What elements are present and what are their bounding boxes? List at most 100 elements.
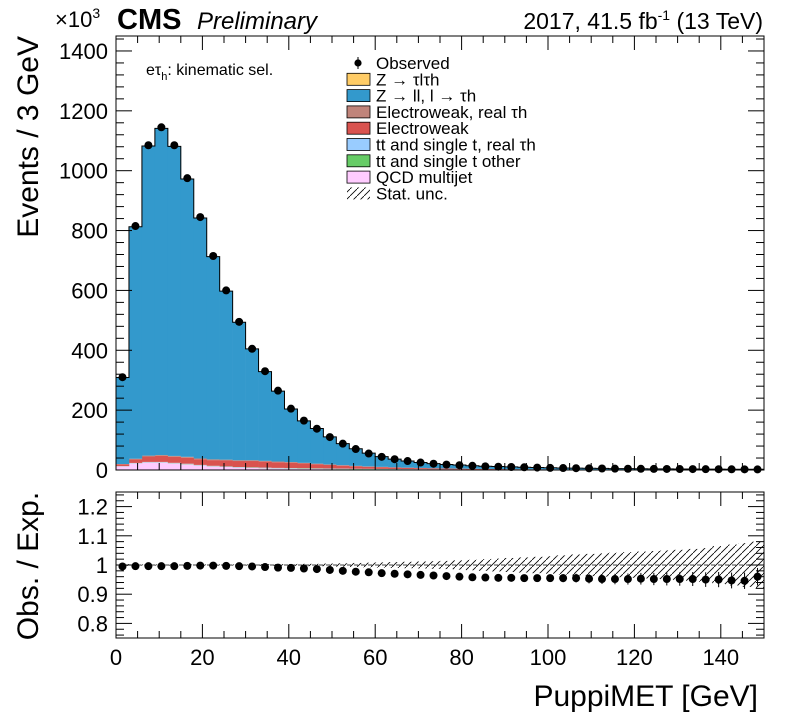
- stack-bar: [297, 462, 311, 464]
- stack-bar: [141, 462, 156, 470]
- stack-bar: [232, 467, 246, 470]
- observed-point: [118, 373, 127, 382]
- ratio-point: [740, 576, 749, 585]
- legend-label: Z → ll, l → τh: [376, 87, 476, 106]
- ratio-y-tick-label: 1: [96, 553, 108, 578]
- ratio-x-axis: 0 20 40 60 80 100 120 140: [110, 492, 765, 670]
- stack-bar: [180, 464, 195, 470]
- stack-bar: [427, 468, 441, 470]
- ratio-point: [312, 565, 321, 574]
- legend-swatch: [346, 105, 371, 119]
- stack-bar: [154, 128, 169, 456]
- stack-bar: [128, 463, 143, 470]
- ratio-point: [701, 575, 710, 584]
- observed-points: [118, 123, 762, 474]
- ratio-point: [429, 571, 438, 580]
- y-tick-label: 1400: [59, 39, 108, 64]
- ratio-points: [118, 561, 762, 589]
- stat-unc-band: [725, 544, 739, 586]
- stack-bar: [284, 409, 298, 463]
- stack-bar: [297, 463, 311, 469]
- observed-point: [235, 317, 244, 326]
- stat-unc-band: [388, 562, 402, 568]
- main-y-label: Events / 3 GeV: [12, 36, 45, 238]
- x-tick-label: 20: [190, 645, 214, 670]
- stack-bar: [362, 453, 376, 467]
- observed-point: [274, 386, 282, 395]
- observed-point: [546, 463, 555, 472]
- ratio-panel: 0.8 0.9 1 1.1 1.2 0 20 40 60 80 100 120 140 Obs. / …: [12, 491, 765, 713]
- stat-unc-band: [401, 561, 415, 569]
- stack-bar: [141, 456, 156, 462]
- ratio-point: [209, 561, 218, 570]
- observed-point: [170, 141, 179, 150]
- legend-label: QCD multijet: [376, 168, 473, 187]
- main-x-ticks: [115, 36, 765, 470]
- observed-point: [144, 141, 153, 150]
- x-tick-label: 100: [530, 645, 567, 670]
- observed-point: [675, 465, 684, 474]
- stack-bar: [388, 459, 402, 468]
- observed-point: [312, 424, 321, 433]
- legend-swatch: [346, 154, 371, 168]
- ratio-point: [468, 573, 477, 582]
- ratio-point: [675, 575, 684, 584]
- observed-point: [261, 367, 270, 376]
- stack-bar: [271, 462, 285, 468]
- observed-point: [364, 449, 373, 458]
- observed-point: [196, 213, 205, 222]
- observed-point: [429, 459, 438, 468]
- y-tick-label: 800: [71, 219, 108, 244]
- stack-bar: [388, 467, 402, 470]
- legend-label: Stat. unc.: [376, 184, 448, 203]
- observed-point: [688, 465, 697, 474]
- ratio-point: [377, 569, 386, 578]
- stat-unc-band: [491, 558, 505, 572]
- x-tick-label: 0: [110, 645, 122, 670]
- observed-point: [157, 123, 166, 132]
- stack-bar: [349, 466, 363, 469]
- ratio-y-tick-label: 0.8: [77, 611, 108, 636]
- observed-point: [338, 439, 347, 448]
- ratio-point: [183, 561, 192, 570]
- observed-point: [572, 464, 581, 473]
- stack-bar: [193, 459, 208, 465]
- x-tick-label: 80: [449, 645, 473, 670]
- observed-point: [468, 461, 477, 470]
- legend-swatch: [346, 138, 371, 151]
- observed-point: [507, 463, 516, 472]
- ratio-point: [533, 574, 542, 583]
- stack-bar: [258, 468, 272, 470]
- ratio-point: [546, 574, 555, 583]
- observed-point: [494, 462, 503, 471]
- stat-unc-band: [660, 550, 674, 580]
- stack-bar: [206, 256, 220, 460]
- stat-unc-band: [478, 559, 493, 571]
- observed-point: [222, 286, 231, 295]
- ratio-point: [390, 569, 399, 578]
- stack-bar: [232, 461, 246, 468]
- ratio-point: [714, 575, 723, 584]
- stack-bar: [232, 322, 246, 461]
- ratio-point: [455, 572, 464, 581]
- ratio-point: [118, 562, 127, 571]
- ratio-point: [157, 562, 166, 571]
- ratio-point: [235, 562, 244, 571]
- stack-bar: [336, 443, 350, 466]
- observed-point: [740, 465, 749, 474]
- ratio-point: [364, 568, 373, 577]
- ratio-point: [481, 573, 490, 582]
- ratio-point: [649, 575, 658, 584]
- stack-bar: [167, 146, 182, 456]
- stack-bar: [375, 456, 389, 467]
- stack-bar: [245, 348, 259, 461]
- stack-bar: [219, 291, 233, 460]
- observed-point: [598, 464, 606, 473]
- stack-bar: [245, 460, 259, 462]
- stack-bar: [154, 455, 169, 456]
- stack-bar: [271, 461, 285, 463]
- observed-point: [636, 464, 645, 473]
- stack-bar: [258, 460, 272, 462]
- legend-label: tt and single t, real τh: [376, 136, 536, 155]
- stack-bar: [180, 179, 195, 457]
